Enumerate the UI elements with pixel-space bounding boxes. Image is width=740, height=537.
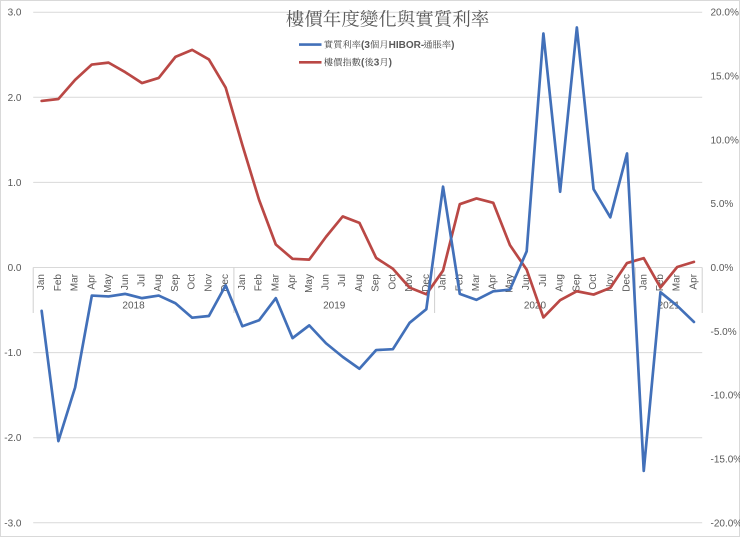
svg-text:Jul: Jul xyxy=(538,274,549,287)
svg-text:HIBOR-: HIBOR- xyxy=(389,40,425,51)
svg-text:Jan: Jan xyxy=(438,274,449,290)
svg-text:-3.0: -3.0 xyxy=(4,518,22,529)
svg-text:2.0: 2.0 xyxy=(8,93,22,104)
svg-text:20.0%: 20.0% xyxy=(711,8,739,19)
svg-text:Jan: Jan xyxy=(36,274,47,290)
svg-text:May: May xyxy=(504,274,515,293)
svg-text:-1.0: -1.0 xyxy=(4,348,22,359)
svg-text:Feb: Feb xyxy=(454,274,465,292)
svg-text:Jan: Jan xyxy=(237,274,248,290)
svg-text:Dec: Dec xyxy=(220,274,231,292)
svg-text:): ) xyxy=(451,40,454,51)
svg-text:Oct: Oct xyxy=(387,274,398,290)
svg-text:Aug: Aug xyxy=(354,274,365,292)
svg-text:Mar: Mar xyxy=(270,273,281,291)
svg-text:May: May xyxy=(103,274,114,293)
svg-text:(3: (3 xyxy=(361,40,370,51)
svg-text:Dec: Dec xyxy=(421,274,432,292)
svg-text:Nov: Nov xyxy=(605,274,616,292)
svg-text:Mar: Mar xyxy=(471,273,482,291)
svg-text:Sep: Sep xyxy=(371,274,382,292)
svg-text:Jun: Jun xyxy=(120,274,131,290)
svg-text:Aug: Aug xyxy=(555,274,566,292)
svg-text:Jul: Jul xyxy=(137,274,148,287)
svg-text:): ) xyxy=(389,58,392,69)
svg-text:Mar: Mar xyxy=(70,273,81,291)
svg-text:Feb: Feb xyxy=(254,274,265,292)
svg-text:-10.0%: -10.0% xyxy=(711,391,740,402)
svg-text:Nov: Nov xyxy=(203,274,214,292)
svg-text:Jan: Jan xyxy=(638,274,649,290)
svg-text:Oct: Oct xyxy=(588,274,599,290)
svg-text:Apr: Apr xyxy=(688,273,699,289)
svg-text:0.0%: 0.0% xyxy=(711,263,734,274)
svg-text:Aug: Aug xyxy=(153,274,164,292)
svg-text:3.0: 3.0 xyxy=(8,8,22,19)
svg-text:15.0%: 15.0% xyxy=(711,72,739,83)
svg-text:2021: 2021 xyxy=(658,301,681,312)
svg-text:Sep: Sep xyxy=(170,274,181,292)
svg-text:-20.0%: -20.0% xyxy=(711,518,740,529)
svg-text:Sep: Sep xyxy=(571,274,582,292)
svg-text:Nov: Nov xyxy=(404,274,415,292)
svg-text:2020: 2020 xyxy=(524,301,547,312)
svg-text:Apr: Apr xyxy=(287,273,298,289)
svg-text:5.0%: 5.0% xyxy=(711,199,734,210)
svg-text:-5.0%: -5.0% xyxy=(711,327,737,338)
svg-text:Feb: Feb xyxy=(53,274,64,292)
svg-text:-2.0: -2.0 xyxy=(4,433,22,444)
svg-text:1.0: 1.0 xyxy=(8,178,22,189)
svg-text:Jun: Jun xyxy=(521,274,532,290)
svg-text:Jul: Jul xyxy=(337,274,348,287)
svg-text:(: ( xyxy=(361,58,365,69)
svg-text:Feb: Feb xyxy=(655,274,666,292)
svg-text:0.0: 0.0 xyxy=(8,263,22,274)
svg-text:Apr: Apr xyxy=(86,273,97,289)
svg-text:Dec: Dec xyxy=(622,274,633,292)
svg-text:May: May xyxy=(304,274,315,293)
svg-text:2019: 2019 xyxy=(323,301,346,312)
svg-text:2018: 2018 xyxy=(122,301,145,312)
svg-text:Oct: Oct xyxy=(187,274,198,290)
svg-text:-15.0%: -15.0% xyxy=(711,454,740,465)
svg-text:Jun: Jun xyxy=(320,274,331,290)
svg-text:Apr: Apr xyxy=(488,273,499,289)
svg-text:Mar: Mar xyxy=(672,273,683,291)
svg-text:10.0%: 10.0% xyxy=(711,135,739,146)
svg-text:3: 3 xyxy=(374,58,380,69)
